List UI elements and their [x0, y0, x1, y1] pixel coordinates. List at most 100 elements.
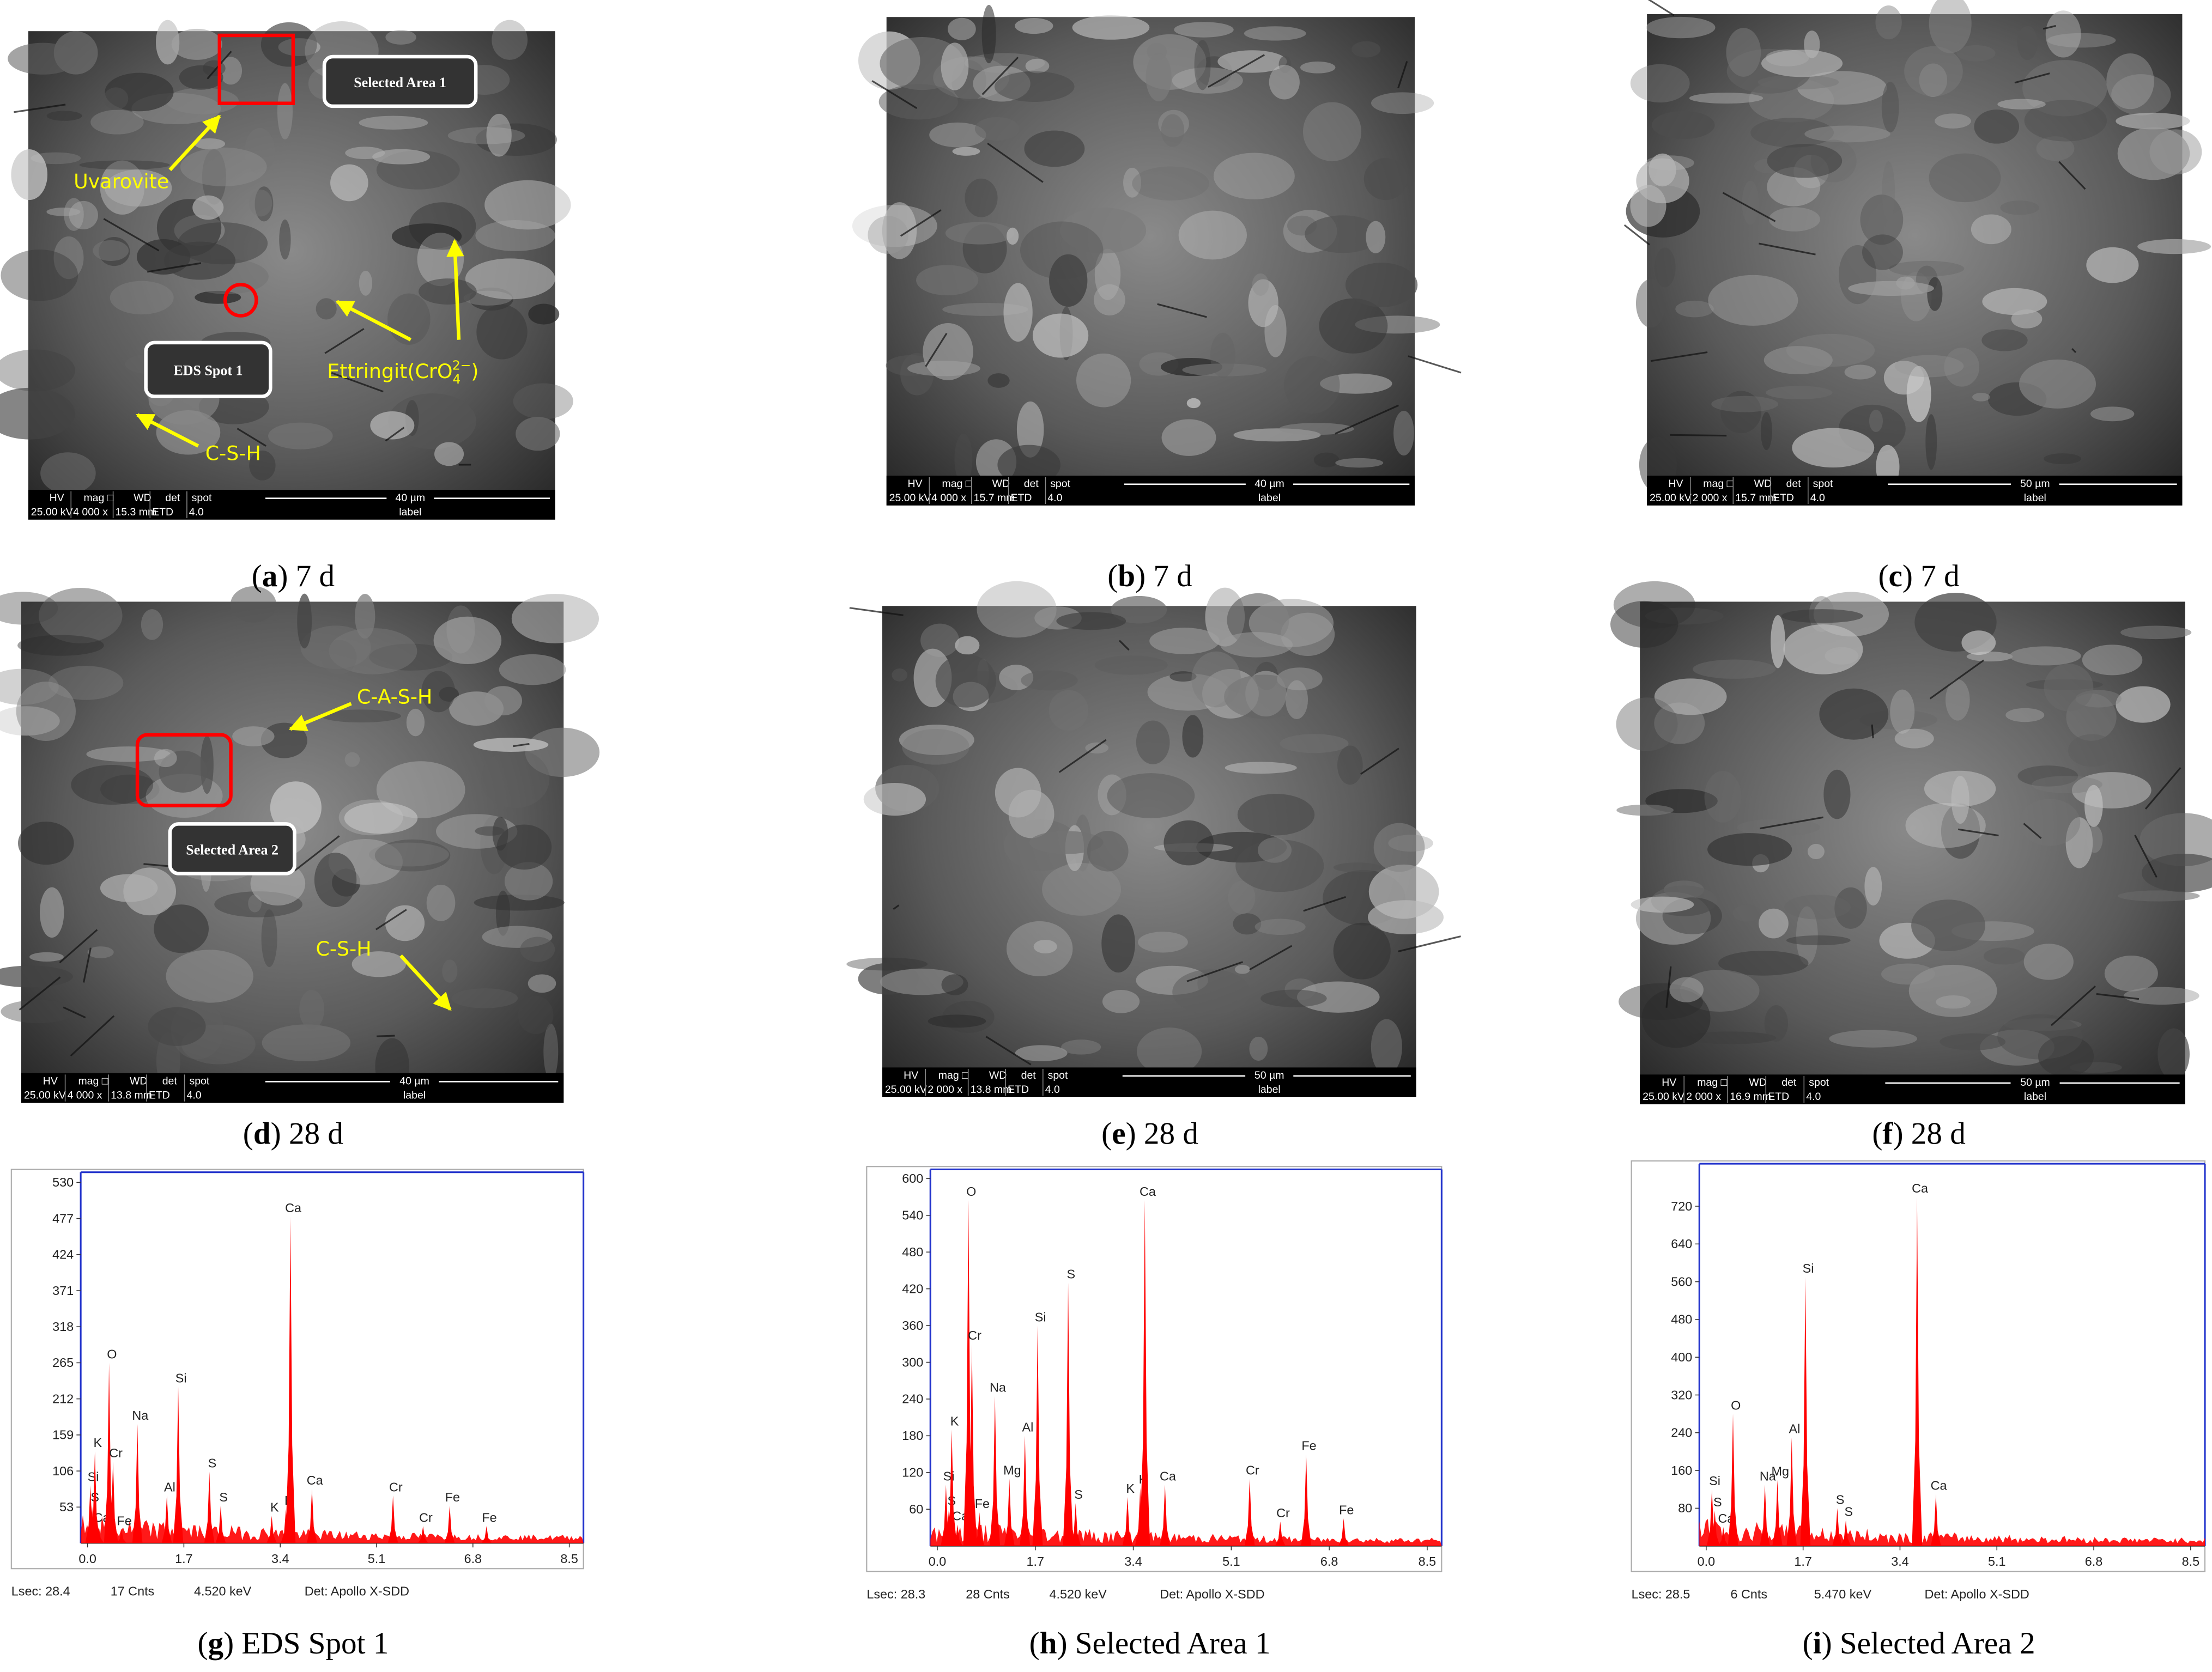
caption-part: g	[208, 1626, 224, 1661]
sem-texture	[1169, 671, 1197, 682]
sem-crack	[1929, 659, 1985, 700]
sem-crack	[1118, 640, 1130, 651]
caption-part: (	[197, 1626, 208, 1661]
sem-texture	[1260, 989, 1327, 1007]
x-tick-label: 8.5	[560, 1552, 578, 1566]
sem-texture	[1174, 22, 1234, 38]
caption: (i) Selected Area 2	[1803, 1626, 2035, 1661]
scale-bar-header: spot	[1050, 478, 1070, 490]
caption: (h) Selected Area 1	[1029, 1626, 1271, 1661]
sem-texture	[465, 258, 555, 300]
sem-texture	[1675, 300, 1714, 318]
sem-texture	[1997, 99, 2046, 110]
sem-texture	[1137, 1027, 1202, 1075]
sem-texture	[1393, 411, 1414, 456]
sem-texture	[486, 113, 512, 157]
scale-bar-value: 25.00 kV	[885, 1084, 927, 1096]
sem-texture	[249, 190, 272, 217]
sem-texture	[892, 668, 907, 682]
scale-label: label	[1258, 1084, 1281, 1096]
annotation-arrow	[335, 300, 412, 342]
sem-texture	[1093, 284, 1125, 316]
sem-crack	[1303, 896, 1346, 912]
sem-image: HV 25.00 kV mag □ 4 000 x WD 15.7 mm det ETD spo…	[852, 4, 1462, 506]
sem-texture	[86, 746, 171, 762]
sem-texture	[299, 990, 325, 1029]
sem-texture	[262, 1024, 351, 1061]
scale-bar-value: ETD	[1768, 1091, 1789, 1103]
sem-crack	[871, 80, 918, 109]
annotation-label: C-S-H	[316, 937, 371, 960]
sem-texture	[1894, 355, 1964, 378]
sem-texture	[1278, 56, 1292, 74]
sem-texture	[1687, 1031, 1777, 1044]
sem-texture	[369, 842, 449, 867]
sem-texture	[954, 433, 973, 484]
sem-texture	[1249, 599, 1334, 647]
sem-texture	[1708, 275, 1798, 326]
sem-texture	[1149, 628, 1220, 654]
label-box	[144, 341, 272, 398]
sem-texture	[370, 411, 415, 440]
sem-texture	[2111, 74, 2171, 115]
scale-bar-value: ETD	[152, 506, 173, 518]
sem-texture	[194, 138, 226, 150]
sem-texture	[2003, 1018, 2082, 1031]
scale-bar-header: WD	[1754, 478, 1772, 490]
sem-texture	[442, 959, 458, 983]
sem-crack	[893, 904, 900, 910]
y-tick-label: 560	[1671, 1274, 1692, 1288]
y-tick-label: 530	[52, 1175, 74, 1189]
sem-texture	[929, 122, 986, 148]
sem-texture	[474, 895, 565, 911]
sem-texture	[1029, 831, 1104, 854]
sem-texture	[260, 22, 317, 67]
y-tick-label: 424	[52, 1248, 74, 1262]
scale-bar-value: 4.0	[1810, 492, 1825, 504]
scale-bar-header: det	[1024, 478, 1039, 490]
y-tick-label: 540	[902, 1208, 923, 1223]
sem-texture	[1279, 423, 1354, 435]
sem-texture	[1616, 804, 1674, 816]
caption-part: (	[1803, 1626, 1813, 1661]
footer-text: 5.470 keV	[1814, 1587, 1872, 1601]
sem-texture	[1929, 153, 2001, 203]
y-tick-label: 240	[1671, 1426, 1692, 1440]
sem-texture	[1804, 125, 1890, 143]
sem-texture	[2149, 129, 2202, 175]
sem-texture	[2038, 1036, 2094, 1077]
caption-part: ) 7 d	[1135, 559, 1192, 593]
sem-texture	[2090, 406, 2135, 422]
sem-texture	[2019, 359, 2096, 409]
sem-texture	[100, 874, 158, 902]
peak	[1840, 1520, 1851, 1546]
sem-texture	[995, 768, 1041, 818]
sem-texture	[1766, 386, 1833, 399]
peak-label: Fe	[445, 1490, 460, 1504]
sem-texture	[965, 178, 998, 217]
scale-length: 50 µm	[2020, 478, 2050, 490]
y-tick-label: 212	[52, 1391, 74, 1406]
sem-texture	[1925, 414, 1937, 470]
y-tick-label: 160	[1671, 1463, 1692, 1478]
spot-marker	[223, 283, 258, 318]
peak	[481, 1526, 492, 1543]
y-tick-label: 600	[902, 1171, 923, 1185]
sem-texture	[434, 442, 464, 466]
sem-texture	[1249, 1036, 1268, 1061]
sem-texture	[321, 640, 357, 675]
scale-bar-header: mag □	[1703, 478, 1733, 490]
sem-texture	[1335, 458, 1384, 468]
x-tick-label: 5.1	[368, 1552, 386, 1566]
sem-texture	[179, 65, 223, 90]
sem-texture	[513, 383, 573, 419]
scale-length: 50 µm	[2020, 1077, 2050, 1089]
sem-texture	[159, 750, 208, 793]
sem-texture	[1337, 745, 1363, 785]
sem-texture	[1352, 41, 1381, 58]
y-tick-label: 300	[902, 1355, 923, 1369]
sem-crack	[1958, 828, 1999, 837]
sem-texture	[863, 783, 926, 816]
sem-texture	[1136, 720, 1170, 764]
